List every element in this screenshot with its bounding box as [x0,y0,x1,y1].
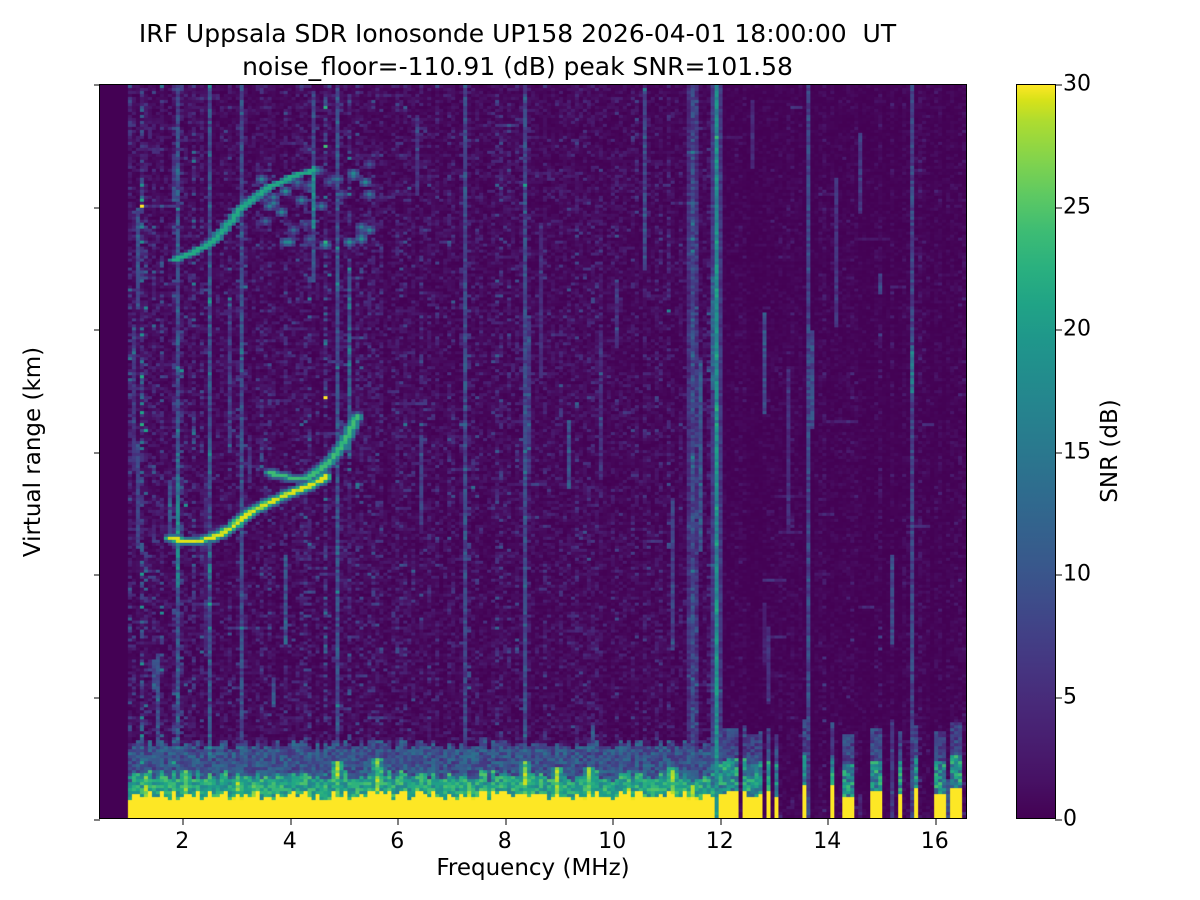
x-tick-mark [397,818,399,825]
x-tick-label: 8 [497,829,512,854]
x-tick-mark [505,818,507,825]
colorbar [1016,84,1062,821]
colorbar-tick-label: 5 [1063,684,1077,709]
y-tick-mark [93,574,100,576]
title-line-1: IRF Uppsala SDR Ionosonde UP158 2026-04-… [138,19,897,48]
ionogram-axes [93,84,967,825]
y-tick-mark [93,207,100,208]
colorbar-tick-mark [1055,329,1062,331]
x-tick-label: 12 [705,829,734,854]
colorbar-tick-mark [1055,574,1062,576]
colorbar-tick-mark [1055,697,1062,698]
x-tick-mark [935,818,937,825]
x-tick-label: 10 [598,829,627,854]
colorbar-tick-mark [1055,452,1062,453]
colorbar-tick-label: 15 [1063,439,1091,464]
x-axis-label: Frequency (MHz) [436,855,630,881]
y-tick-mark [93,84,100,86]
x-tick-label: 14 [813,829,842,854]
figure-title: IRF Uppsala SDR Ionosonde UP158 2026-04-… [0,18,1035,83]
colorbar-tick-label: 0 [1063,806,1077,832]
colorbar-tick-label: 10 [1063,561,1091,587]
x-tick-label: 6 [390,829,405,854]
colorbar-label: SNR (dB) [1097,399,1123,503]
x-tick-mark [720,818,722,825]
colorbar-tick-mark [1055,84,1062,86]
colorbar-tick-label: 20 [1063,316,1091,342]
y-tick-mark [93,819,100,821]
y-tick-mark [93,697,100,698]
x-tick-mark [827,818,829,825]
colorbar-tick-mark [1055,207,1062,208]
colorbar-tick-mark [1055,819,1062,821]
x-tick-label: 16 [920,829,949,854]
x-tick-mark [612,818,614,825]
colorbar-tick-label: 30 [1063,71,1091,97]
y-axis-label: Virtual range (km) [20,346,46,557]
x-tick-mark [182,818,184,825]
y-tick-mark [93,329,100,331]
title-line-2: noise_floor=-110.91 (dB) peak SNR=101.58 [242,51,793,81]
x-tick-mark [290,818,292,825]
ionogram-heatmap-canvas [100,85,966,818]
x-tick-label: 4 [282,829,297,854]
colorbar-tick-label: 25 [1063,194,1091,219]
x-tick-label: 2 [175,829,190,854]
y-tick-mark [93,452,100,453]
